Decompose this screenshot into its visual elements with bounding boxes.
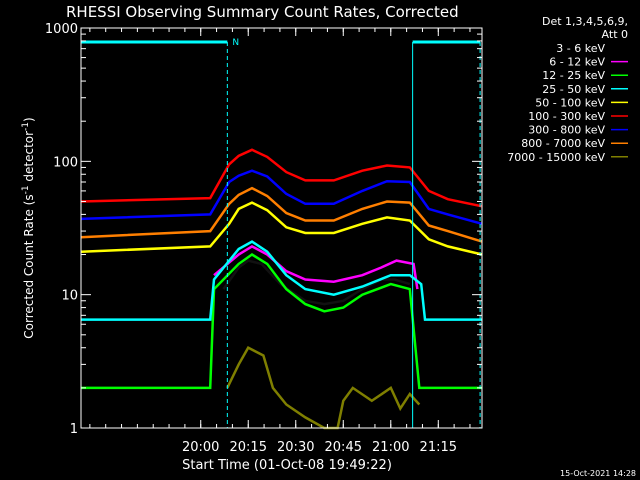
legend-header-line-2: Att 0 [602,28,628,41]
chart-title: RHESSI Observing Summary Count Rates, Co… [66,3,459,21]
x-tick-label-4: 21:00 [372,440,409,455]
y-tick-label-0: 1 [70,422,78,437]
legend-label-8: 7000 - 15000 keV [507,151,605,164]
series-line-7 [80,186,483,243]
series-line-5 [80,148,483,208]
series-line-8 [226,346,421,430]
x-tick-label-5: 21:15 [420,440,457,455]
flag-label: N [232,38,239,48]
x-axis-label: Start Time (01-Oct-08 19:49:22) [182,458,392,473]
y-tick-label-3: 1000 [45,22,78,37]
axis-layer: 20:00 20:15 20:30 20:45 21:00 21:15 1 10 100 1000 [45,22,482,455]
y-tick-label-1: 10 [61,289,78,304]
y-tick-label-2: 100 [53,155,78,170]
legend-label-1: 6 - 12 keV [549,56,605,69]
legend-label-5: 100 - 300 keV [528,110,605,123]
x-tick-label-1: 20:15 [230,440,267,455]
y-axis-label: Corrected Count Rate (s-1 detector-1) [21,117,36,338]
x-tick-label-3: 20:45 [325,440,362,455]
legend-label-2: 12 - 25 keV [542,69,605,82]
x-tick-label-0: 20:00 [182,440,219,455]
series-line-3 [81,240,482,321]
series-line-2 [81,253,482,390]
series-line-6 [80,169,483,226]
x-tick-label-2: 20:30 [277,440,314,455]
series-layer [80,148,483,430]
legend-label-7: 800 - 7000 keV [521,137,605,150]
series-line-4 [80,201,483,256]
series-line-1 [213,244,419,290]
legend-label-3: 25 - 50 keV [542,83,605,96]
plot-frame [80,27,483,429]
legend-label-0: 3 - 6 keV [556,42,605,55]
legend-header-line-1: Det 1,3,4,5,6,9, [542,15,628,28]
legend-label-4: 50 - 100 keV [535,96,605,109]
legend-label-6: 300 - 800 keV [528,124,605,137]
render-timestamp: 15-Oct-2021 14:28 [560,469,636,478]
series-line-0 [222,259,411,306]
night-marks-layer: N [80,38,481,428]
